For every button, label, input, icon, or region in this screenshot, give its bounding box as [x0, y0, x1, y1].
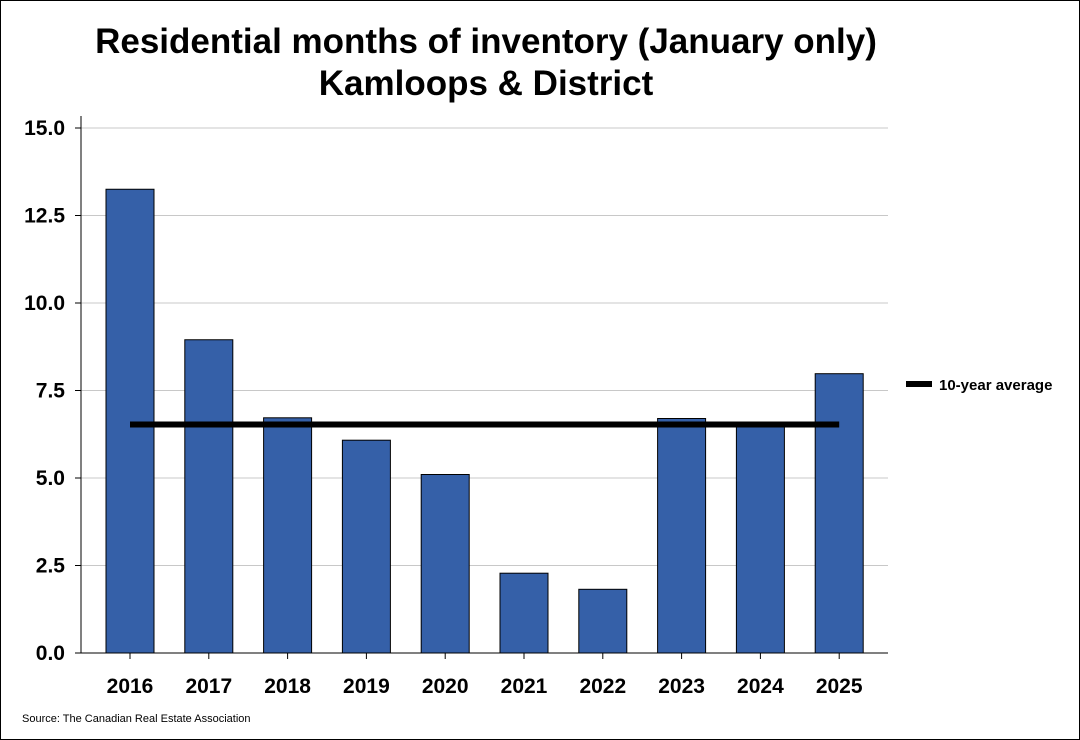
bar: [184, 339, 234, 654]
x-axis-ticks: 2016 2017 2018 2019 2020 2021 2022 2023 2024 2025: [107, 653, 863, 698]
x-tick-label: 2017: [185, 675, 232, 698]
y-tick-label: 10.0: [24, 292, 65, 315]
bar: [657, 418, 707, 654]
chart-subtitle: Kamloops & District: [319, 64, 654, 103]
bar: [420, 474, 470, 654]
legend: 10-year average: [906, 377, 1052, 394]
bar: [735, 424, 785, 654]
legend-label-average: 10-year average: [939, 377, 1052, 394]
y-tick-label: 7.5: [36, 380, 66, 403]
source-note: Source: The Canadian Real Estate Associa…: [22, 713, 251, 725]
bar: [105, 188, 155, 654]
bar: [341, 439, 391, 654]
y-tick-label: 5.0: [36, 467, 65, 490]
x-tick-label: 2016: [107, 675, 154, 698]
bars: [105, 188, 864, 654]
y-tick-label: 15.0: [24, 117, 65, 140]
x-tick-label: 2025: [816, 675, 863, 698]
y-tick-label: 0.0: [36, 642, 65, 665]
x-tick-label: 2021: [501, 675, 548, 698]
axes: [80, 116, 888, 654]
y-tick-label: 12.5: [24, 205, 65, 228]
bar: [578, 588, 628, 654]
x-tick-label: 2020: [422, 675, 469, 698]
bar: [814, 373, 864, 654]
x-tick-label: 2023: [658, 675, 705, 698]
chart-title: Residential months of inventory (January…: [95, 22, 877, 61]
x-tick-label: 2022: [579, 675, 626, 698]
y-axis-ticks: 0.0 2.5 5.0 7.5 10.0 12.5 15.0: [24, 117, 81, 665]
x-tick-label: 2018: [264, 675, 311, 698]
x-tick-label: 2024: [737, 675, 784, 698]
bar: [499, 572, 549, 654]
bar: [263, 417, 313, 654]
y-tick-label: 2.5: [36, 555, 66, 578]
x-tick-label: 2019: [343, 675, 390, 698]
